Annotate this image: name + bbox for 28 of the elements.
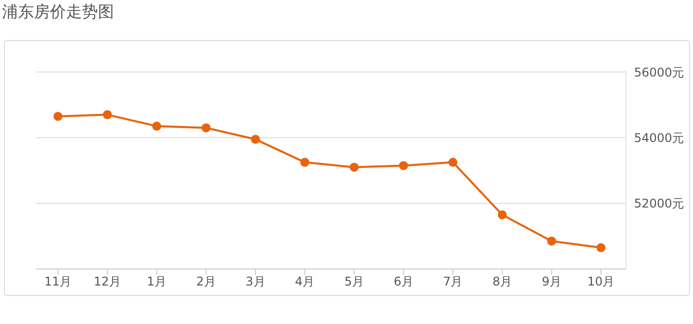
x-tick-label: 3月 [246, 274, 266, 289]
point [250, 134, 260, 144]
point [350, 162, 359, 172]
x-tick-label: 6月 [394, 274, 414, 289]
point [202, 123, 211, 132]
y-tick-label: 52000元 [634, 196, 684, 211]
point [102, 110, 112, 120]
x-tick-label: 7月 [443, 274, 463, 289]
x-tick-label: 4月 [295, 274, 315, 289]
x-tick-label: 9月 [542, 274, 562, 289]
chart-title: 浦东房价走势图 [2, 2, 114, 23]
point [547, 236, 556, 246]
x-tick-label: 2月 [196, 274, 216, 289]
x-tick-label: 5月 [344, 274, 364, 289]
x-tick-label: 10月 [587, 274, 615, 289]
point [448, 158, 458, 167]
point [399, 161, 408, 170]
point [498, 210, 507, 220]
point [596, 243, 606, 252]
point [152, 122, 162, 131]
point [300, 158, 310, 167]
y-tick-label: 54000元 [634, 130, 684, 145]
y-tick-label: 56000元 [634, 65, 684, 80]
point [54, 112, 62, 121]
x-tick-label: 11月 [44, 274, 72, 289]
x-tick-label: 12月 [94, 274, 122, 289]
x-tick-label: 8月 [492, 274, 512, 289]
x-tick-label: 1月 [146, 274, 167, 289]
